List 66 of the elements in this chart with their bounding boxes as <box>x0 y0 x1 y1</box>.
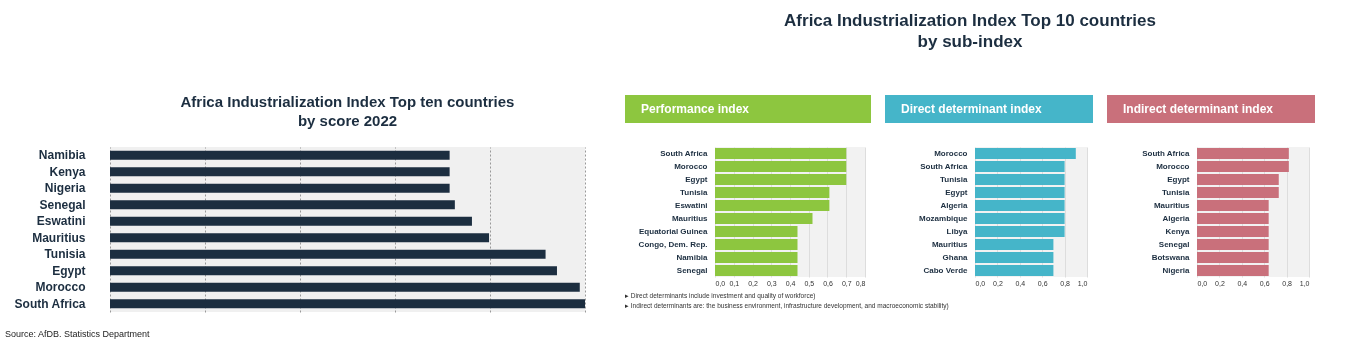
y-tick-label: Morocco <box>35 280 86 295</box>
y-tick-label: Mozambique <box>919 213 969 223</box>
y-tick-label: Eswatini <box>36 214 86 229</box>
y-tick-label: Congo, Dem. Rep. <box>638 239 708 249</box>
bar <box>110 200 455 210</box>
bar <box>975 200 1065 211</box>
y-tick-label: Senegal <box>676 265 708 275</box>
y-tick-label: Algeria <box>1162 213 1191 223</box>
y-tick-label: Mauritius <box>931 239 969 249</box>
bar <box>975 226 1065 237</box>
text: Africa Industrialization Index Top 10 countries by sub-index <box>784 11 1156 51</box>
y-tick-label: Equatorial Guinea <box>639 226 709 236</box>
y-tick-label: Kenya <box>1165 226 1191 236</box>
y-tick-label: South Africa <box>920 161 969 171</box>
y-tick-label: Mauritius <box>671 213 709 223</box>
chart-title: Africa Industrialization Index Top ten countries by score 2022 <box>180 93 515 129</box>
bar <box>110 233 490 243</box>
source-note: Source: AfDB. Statistics Department <box>5 329 151 339</box>
bar <box>975 252 1054 263</box>
y-tick-label: South Africa <box>14 296 86 311</box>
y-tick-label: Botswana <box>1151 252 1191 262</box>
y-tick-label: Tunisia <box>680 187 709 197</box>
y-tick-label: Nigeria <box>1162 265 1191 275</box>
y-tick-label: Libya <box>946 226 969 236</box>
y-tick-label: Namibia <box>676 252 709 262</box>
bar <box>110 183 450 193</box>
bar <box>975 161 1065 172</box>
y-tick-label: Senegal <box>39 197 86 212</box>
bar <box>975 213 1065 224</box>
bar <box>110 167 450 177</box>
y-tick-label: Cabo Verde <box>923 265 969 275</box>
y-tick-label: Mauritius <box>1153 200 1191 210</box>
y-tick-label: Egypt <box>685 174 708 184</box>
chart-subtitle: Direct determinant index <box>901 102 1043 116</box>
y-tick-label: Morocco <box>1156 161 1190 171</box>
y-tick-label: Tunisia <box>44 247 86 262</box>
y-tick-label: South Africa <box>1142 148 1191 158</box>
y-tick-label: Morocco <box>674 161 708 171</box>
bar <box>975 174 1065 185</box>
bar <box>110 216 472 226</box>
y-tick-label: Ghana <box>942 252 969 262</box>
bar <box>110 282 580 292</box>
bar <box>110 249 546 259</box>
y-tick-label: Egypt <box>945 187 968 197</box>
bar <box>975 148 1076 159</box>
y-tick-label: Mauritius <box>32 230 86 245</box>
y-tick-label: Tunisia <box>1162 187 1191 197</box>
chart-subtitle: Indirect determinant index <box>1123 102 1274 116</box>
y-tick-label: Algeria <box>940 200 969 210</box>
y-tick-label: Eswatini <box>675 200 708 210</box>
y-tick-label: Kenya <box>49 164 86 179</box>
y-tick-label: Egypt <box>52 263 86 278</box>
bar <box>975 265 1054 276</box>
y-tick-label: Senegal <box>1158 239 1190 249</box>
bar <box>975 239 1054 250</box>
y-tick-label: Nigeria <box>44 181 86 196</box>
y-tick-label: Tunisia <box>940 174 969 184</box>
chart-subtitle: Performance index <box>641 102 750 116</box>
y-tick-label: Egypt <box>1167 174 1190 184</box>
y-tick-label: Namibia <box>38 148 86 163</box>
y-tick-label: South Africa <box>660 148 709 158</box>
bar <box>110 150 450 160</box>
y-tick-label: Morocco <box>934 148 968 158</box>
bar <box>975 187 1065 198</box>
bar <box>110 299 585 309</box>
bar <box>110 266 557 276</box>
